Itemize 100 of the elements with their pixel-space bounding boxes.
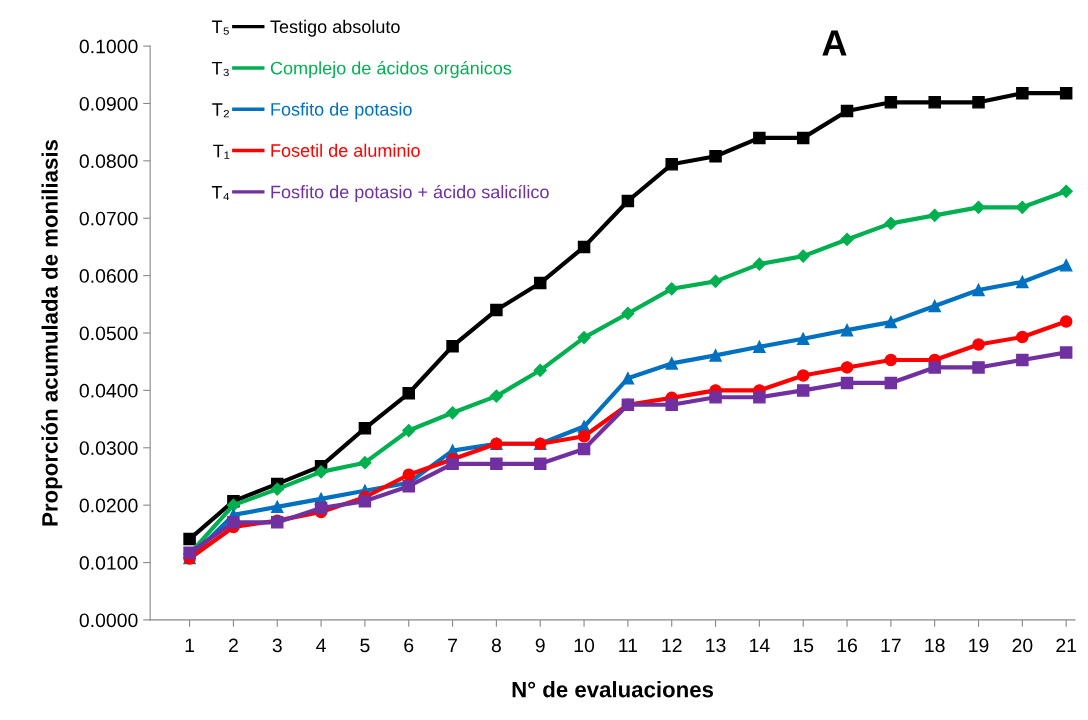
point: [358, 456, 372, 470]
x-tick-label: 14: [750, 638, 770, 653]
point: [796, 249, 810, 263]
x-axis-title: N° de evaluaciones: [512, 681, 714, 698]
point: [489, 389, 503, 403]
x-tick-label: 8: [491, 638, 501, 653]
legend-label: Complejo de ácidos orgánicos: [270, 61, 512, 79]
y-tick-label: 0.0000: [79, 613, 138, 628]
point: [928, 96, 941, 109]
point: [1016, 86, 1029, 100]
point: [840, 104, 854, 118]
point: [358, 422, 372, 435]
point: [972, 283, 985, 297]
y-tick-label: 0.1000: [79, 39, 138, 54]
point: [621, 194, 635, 208]
point: [665, 357, 678, 370]
x-tick-label: 7: [448, 638, 457, 653]
point: [314, 465, 328, 479]
point: [971, 200, 986, 214]
y-tick-label: 0.0500: [79, 326, 138, 341]
point: [928, 208, 942, 222]
point: [1016, 275, 1029, 289]
x-tick-label: 4: [316, 638, 326, 653]
point: [884, 315, 898, 329]
y-axis-title: Proporción acumulada de moniliasis: [41, 140, 63, 526]
point: [1059, 315, 1073, 328]
x-tick-label: 9: [535, 638, 545, 653]
point: [709, 349, 722, 362]
x-tick-label: 15: [793, 638, 814, 653]
legend-label: Testigo absoluto: [270, 19, 400, 37]
point: [270, 500, 284, 514]
y-tick-label: 0.0200: [79, 498, 138, 513]
annotation: T₄: [211, 186, 230, 201]
point: [840, 376, 854, 390]
y-tick-label: 0.0700: [79, 211, 138, 226]
point: [972, 361, 985, 374]
y-tick-label: 0.0800: [79, 154, 138, 169]
chart-title: A: [822, 30, 847, 56]
point: [577, 442, 591, 456]
annotation: T₁: [213, 144, 230, 159]
point: [972, 96, 985, 109]
y-tick-label: 0.0900: [79, 96, 138, 111]
point: [621, 306, 635, 321]
x-tick-label: 19: [969, 638, 989, 653]
point: [490, 457, 503, 471]
point: [708, 274, 723, 288]
point: [884, 96, 898, 109]
point: [840, 323, 854, 337]
point: [577, 240, 591, 254]
x-tick-label: 16: [837, 638, 857, 653]
point: [796, 369, 810, 382]
point: [972, 338, 985, 351]
point: [314, 501, 328, 515]
point: [752, 257, 766, 271]
y-tick-label: 0.0400: [79, 383, 138, 398]
point: [884, 353, 898, 367]
x-tick-label: 12: [662, 638, 682, 653]
point: [621, 372, 635, 385]
point: [753, 340, 766, 354]
point: [270, 482, 284, 496]
point: [1059, 259, 1073, 272]
x-tick-label: 6: [404, 638, 414, 653]
point: [445, 406, 460, 420]
point: [884, 216, 898, 230]
x-tick-label: 17: [881, 638, 901, 653]
point: [533, 276, 547, 290]
point: [227, 516, 240, 529]
point: [928, 299, 941, 313]
x-tick-label: 10: [574, 638, 595, 653]
x-tick-label: 3: [272, 638, 282, 653]
x-tick-label: 21: [1056, 638, 1077, 653]
point: [665, 282, 679, 296]
point: [1059, 346, 1073, 359]
point: [577, 430, 591, 443]
point: [753, 391, 766, 404]
point: [358, 494, 372, 508]
point: [402, 387, 415, 400]
point: [840, 232, 854, 247]
point: [840, 361, 854, 374]
point: [928, 361, 941, 374]
annotation: T₃: [211, 61, 229, 77]
y-tick-label: 0.0600: [79, 269, 138, 283]
legend-label: Fosetil de aluminio: [271, 143, 420, 157]
point: [446, 457, 459, 471]
x-tick-label: 1: [185, 638, 195, 653]
legend-label: Fosfito de potasio: [271, 102, 412, 120]
point: [577, 331, 591, 345]
point: [709, 150, 722, 163]
x-tick-label: 13: [706, 638, 726, 653]
point: [884, 376, 898, 390]
point: [796, 131, 810, 145]
point: [183, 532, 196, 546]
x-tick-label: 5: [360, 638, 370, 653]
point: [1016, 330, 1029, 344]
x-tick-label: 2: [228, 638, 238, 653]
legend-label: Fosfito de potasio + ácido salicílico: [271, 184, 549, 202]
point: [402, 423, 416, 438]
y-tick-label: 0.0100: [79, 556, 138, 570]
point: [490, 303, 503, 317]
annotation: T₂: [212, 103, 229, 118]
